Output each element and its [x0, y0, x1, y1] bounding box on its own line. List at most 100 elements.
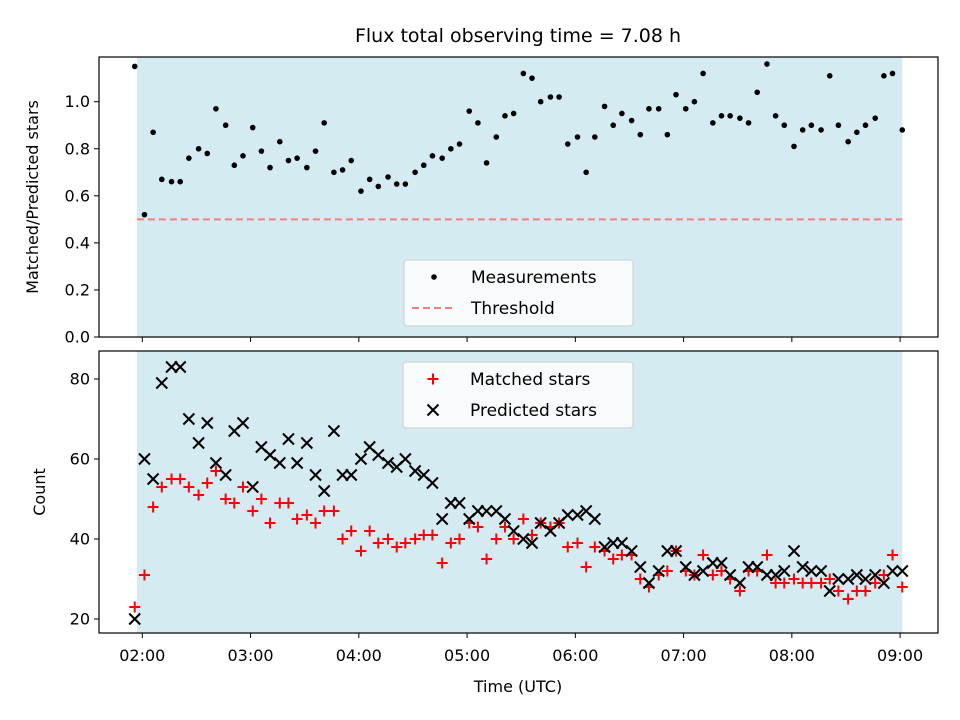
matched-star-point [391, 541, 403, 553]
measurement-point [222, 122, 229, 129]
measurement-point [529, 75, 535, 81]
matched-star-point [409, 533, 421, 545]
matched-star-point [156, 481, 168, 493]
matched-star-point [382, 533, 394, 545]
matched-star-point [859, 585, 871, 597]
legend-entry-label: Measurements [471, 268, 597, 288]
matched-star-point [291, 513, 303, 525]
matched-star-point [129, 601, 141, 613]
matched-star-point [147, 501, 159, 513]
predicted-star-point [733, 576, 747, 590]
measurement-point [510, 110, 517, 117]
matched-star-point [490, 533, 502, 545]
measurement-point [375, 183, 382, 190]
matched-star-point [508, 533, 520, 545]
count-x-ticks: 02:00 03:00 04:00 05:00 06:00 07:00 08:00 09:00 [119, 633, 923, 665]
predicted-star-point [327, 424, 341, 438]
measurement-point [177, 178, 183, 185]
legend-entry-label: Predicted stars [470, 401, 597, 421]
measurement-point [131, 63, 138, 70]
measurement-point [168, 178, 175, 185]
measurement-point [448, 145, 454, 152]
predicted-star-point [300, 436, 314, 450]
matched-star-point [174, 473, 186, 485]
measurement-point [312, 148, 319, 154]
matched-star-point [426, 529, 438, 541]
count-y-axis-label: Count [30, 468, 49, 516]
predicted-star-point [155, 376, 168, 390]
predicted-star-point [354, 452, 368, 466]
predicted-star-point [571, 508, 584, 522]
measurement-point [854, 129, 860, 136]
matched-star-point [453, 533, 465, 545]
predicted-star-point [723, 568, 737, 582]
measurement-point [366, 176, 373, 183]
ratio-y-ticks: 0.0 0.2 0.4 0.6 0.8 1.0 [65, 92, 99, 347]
predicted-star-point [688, 568, 701, 582]
y-tick-label: 40 [70, 530, 90, 549]
y-tick-label: 0.4 [65, 233, 90, 252]
predicted-star-point [850, 568, 864, 582]
count-axes-frame [98, 350, 939, 634]
matched-star-point [445, 537, 457, 549]
predicted-star-point [209, 456, 223, 470]
measurement-point [619, 110, 625, 117]
predicted-star-point [435, 512, 449, 526]
measurement-point [321, 120, 327, 126]
matched-star-point [761, 549, 773, 561]
ratio-axes-frame [98, 56, 939, 338]
matched-star-point [481, 553, 493, 565]
matched-star-point [562, 541, 574, 553]
measurement-point [258, 148, 265, 154]
predicted-star-point [282, 432, 295, 446]
measurement-point [420, 162, 427, 169]
predicted-star-point [182, 412, 196, 426]
measurement-point [737, 115, 743, 121]
x-tick-label: 08:00 [769, 646, 815, 665]
predicted-star-point [814, 564, 828, 578]
matched-star-point [616, 549, 628, 561]
x-tick-label: 06:00 [552, 646, 598, 665]
matched-star-point [697, 549, 709, 561]
measurement-point [700, 70, 706, 77]
measurement-point [628, 117, 635, 124]
predicted-star-point [561, 508, 574, 522]
matched-star-point [572, 537, 584, 549]
measurement-point [294, 155, 300, 161]
legend-measurement-marker [431, 274, 437, 280]
measurement-point [466, 108, 473, 114]
predicted-star-point [832, 572, 845, 586]
predicted-star-point [534, 516, 547, 530]
predicted-star-point [263, 448, 277, 462]
measurement-point [240, 153, 246, 159]
predicted-star-point [625, 544, 638, 558]
ratio-x-ticks [141, 337, 901, 342]
chart-title: Flux total observing time = 7.08 h [355, 25, 681, 47]
predicted-star-point [345, 468, 358, 482]
predicted-star-point [615, 536, 629, 550]
matched-star-point [183, 481, 195, 493]
measurement-point [818, 127, 824, 133]
measurement-point [718, 113, 725, 119]
measurement-point [231, 162, 238, 169]
predicted-star-point [381, 456, 395, 470]
predicted-star-point [823, 584, 836, 598]
measurement-point [475, 120, 481, 126]
measurement-point [610, 122, 617, 129]
matched-star-point [887, 549, 899, 561]
measurement-point [637, 131, 644, 138]
measurement-point [158, 176, 165, 183]
matched-star-point [264, 517, 276, 529]
measurement-point [799, 127, 806, 133]
matched-star-point [399, 537, 411, 549]
predicted-star-point [805, 564, 818, 578]
predicted-star-point [453, 496, 466, 510]
measurement-point [304, 164, 310, 171]
predicted-star-point [290, 456, 304, 470]
predicted-star-point [128, 612, 141, 626]
predicted-star-point [751, 560, 764, 574]
y-tick-label: 80 [70, 370, 90, 389]
measurement-point [772, 113, 779, 119]
measurement-point [745, 120, 752, 126]
predicted-star-point [317, 484, 331, 498]
